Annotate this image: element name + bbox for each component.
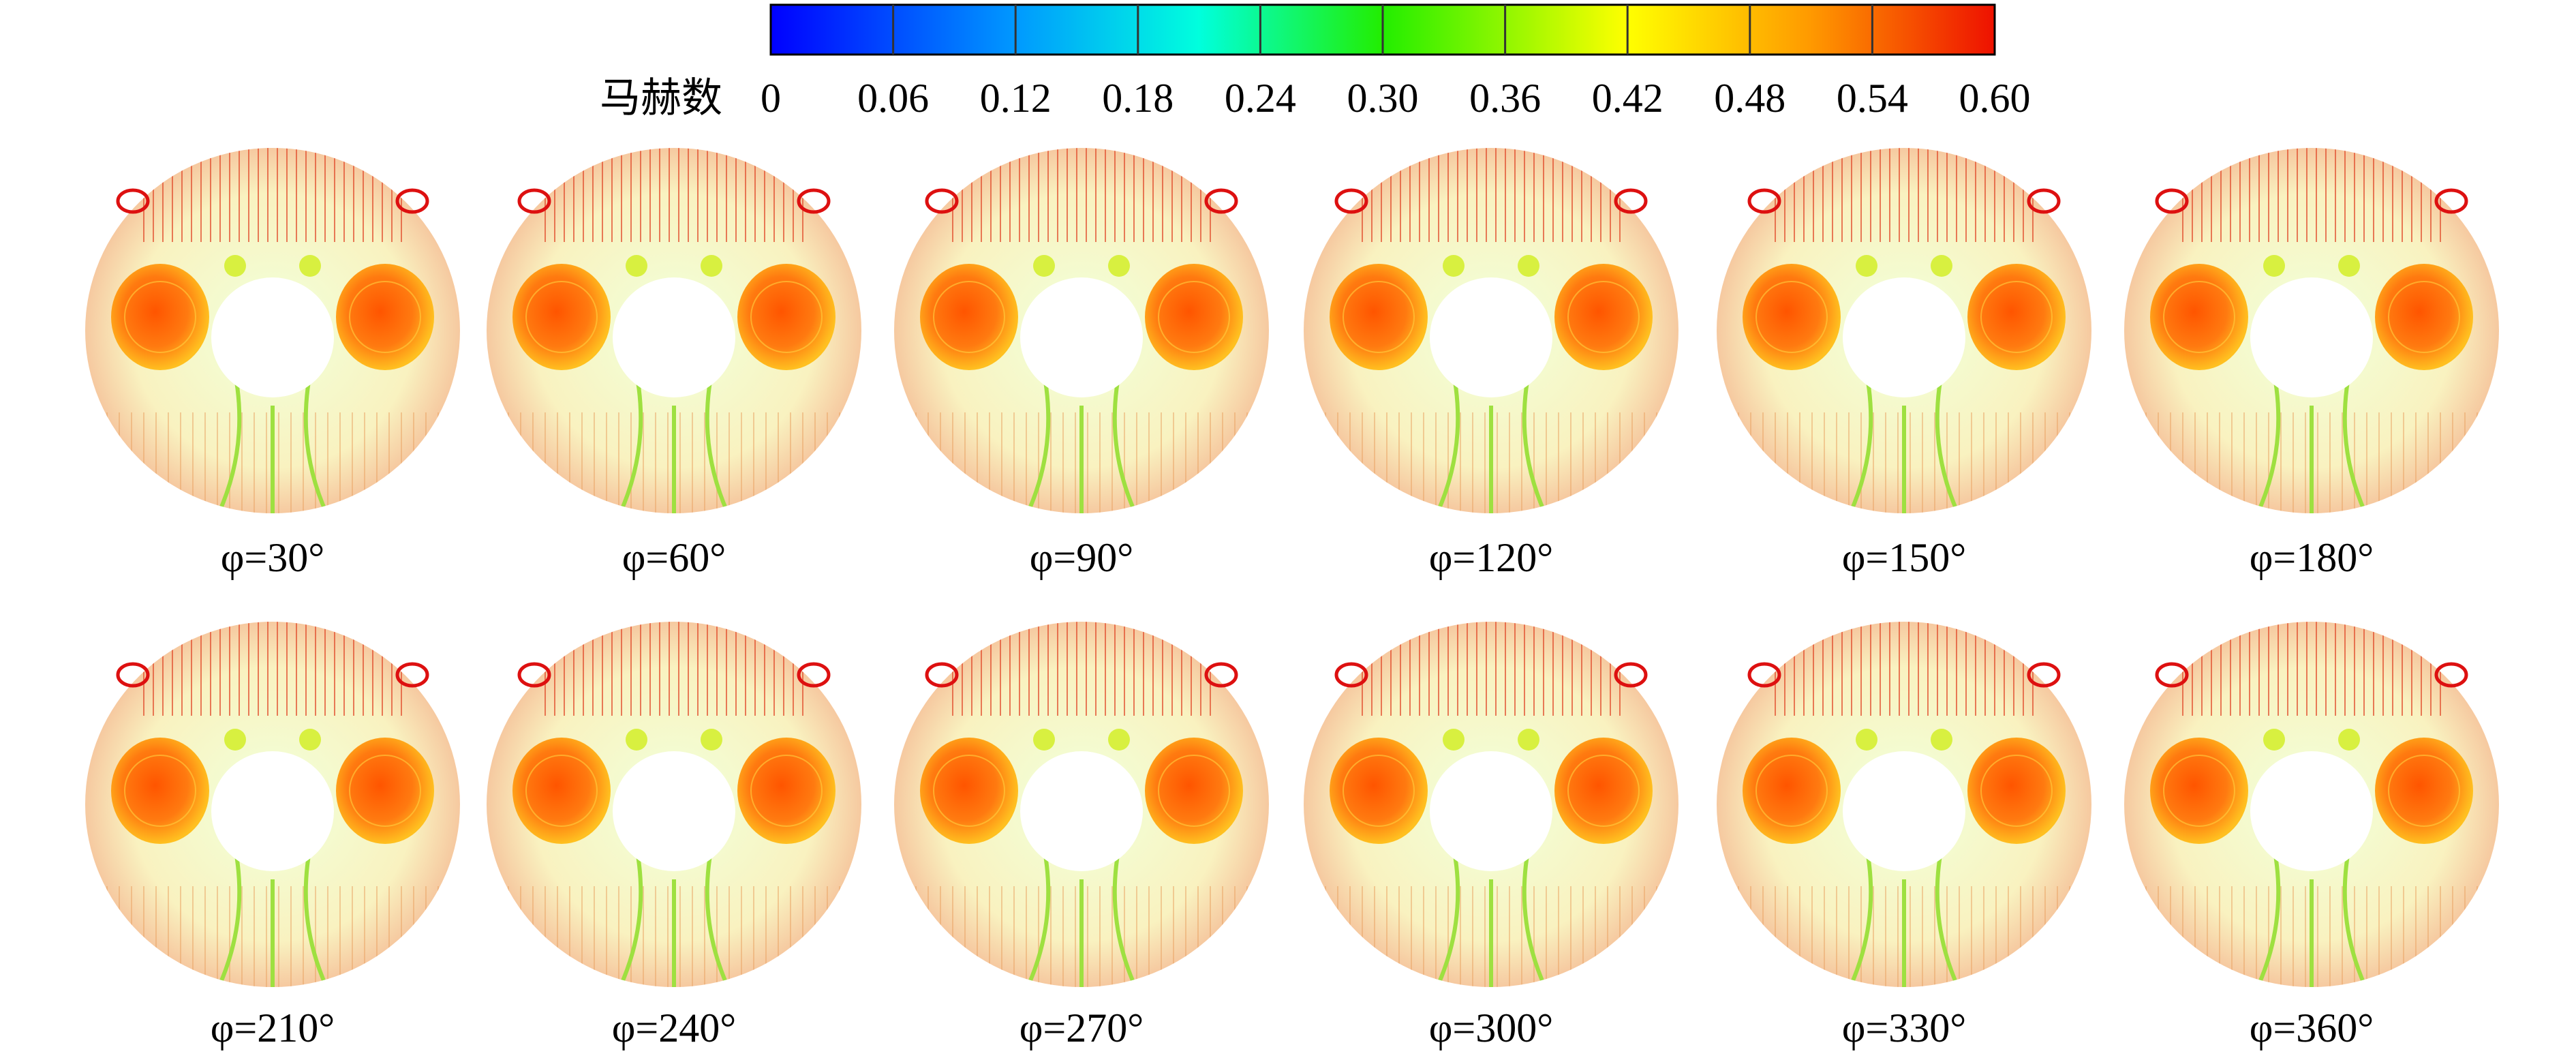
colorbar-tick-label: 0 [761,76,781,121]
colorbar-tick-label: 0.30 [1347,76,1419,121]
colorbar-tick-label: 0.48 [1714,76,1785,121]
panel: φ=360° [2121,614,2502,1050]
streamline-plot [1300,140,1682,521]
panel-caption: φ=330° [1842,1005,1966,1050]
colorbar-ticks: 0 0.06 0.12 0.18 0.24 0.30 0.36 0.42 0.48 0.54 0.6… [761,5,2031,121]
panel: φ=150° [1713,140,2095,580]
colorbar-tick-label: 0.54 [1837,76,1908,121]
panel-caption: φ=270° [1019,1005,1144,1050]
panel-caption: φ=360° [2250,1005,2374,1050]
panel-caption: φ=240° [612,1005,736,1050]
panel: φ=240° [483,614,865,1050]
streamline-plot [891,614,1272,995]
panel: φ=210° [82,614,463,1050]
panel-caption: φ=120° [1429,535,1553,580]
streamline-plot [82,140,463,521]
colorbar-tick-label: 0.42 [1592,76,1663,121]
streamline-plot [483,614,865,995]
colorbar-tick-label: 0.60 [1959,76,2031,121]
panel-caption: φ=210° [211,1005,335,1050]
colorbar-tick-label: 0.18 [1102,76,1174,121]
panel-caption: φ=60° [622,535,726,580]
streamline-plot [1713,140,2095,521]
streamline-plot [483,140,865,521]
panel: φ=270° [891,614,1272,1050]
colorbar-tick-label: 0.36 [1469,76,1541,121]
streamline-plot [1713,614,2095,995]
colorbar-tick-label: 0.24 [1225,76,1296,121]
colorbar-label: 马赫数 [600,76,722,121]
panel: φ=60° [483,140,865,580]
panel: φ=30° [82,140,463,580]
panel: φ=120° [1300,140,1682,580]
streamline-plot [1300,614,1682,995]
streamline-plot [82,614,463,995]
colorbar-tick-label: 0.12 [980,76,1052,121]
panel: φ=90° [891,140,1272,580]
panels: φ=30° φ=60° φ=90° φ=120° φ=150° φ=180° φ=210° φ… [82,140,2502,1050]
colorbar-tick-label: 0.06 [857,76,929,121]
panel-caption: φ=90° [1030,535,1133,580]
streamline-plot [2121,140,2502,521]
panel-caption: φ=180° [2250,535,2374,580]
panel-caption: φ=150° [1842,535,1966,580]
streamline-plot [2121,614,2502,995]
panel-caption: φ=30° [221,535,324,580]
panel-caption: φ=300° [1429,1005,1553,1050]
panel: φ=180° [2121,140,2502,580]
streamline-plot [891,140,1272,521]
panel: φ=300° [1300,614,1682,1050]
panel: φ=330° [1713,614,2095,1050]
